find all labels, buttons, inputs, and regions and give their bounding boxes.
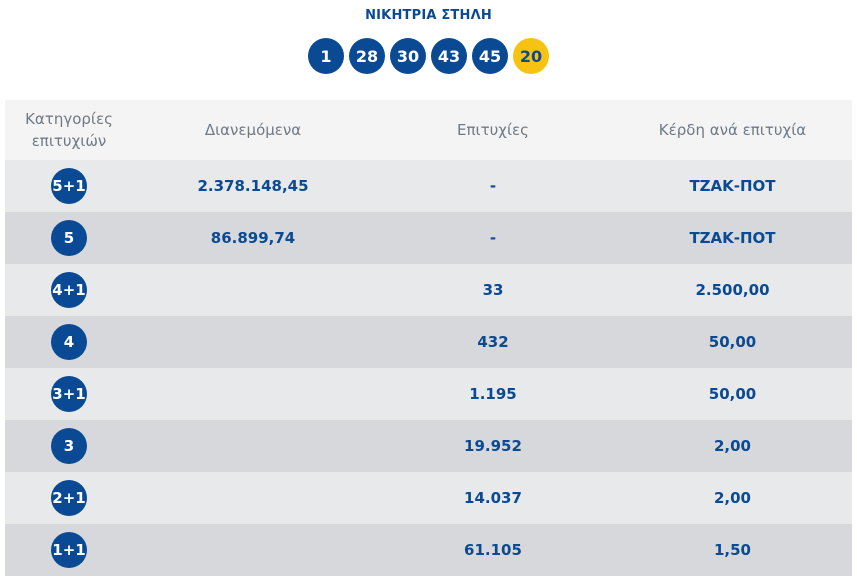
table-row: 5 86.899,74 - ΤΖΑΚ-ΠΟΤ [5,212,852,264]
column-header-categories-line1: Κατηγορίες [25,110,113,128]
distributed-cell: 2.378.148,45 [197,177,309,195]
prize-cell: 2,00 [713,489,751,507]
number-ball: 43 [431,38,467,74]
category-badge: 2+1 [51,480,87,516]
winners-cell: 19.952 [464,437,522,455]
prize-cell: 50,00 [708,333,757,351]
winners-cell: 1.195 [469,385,517,403]
winning-column-title: ΝΙΚΗΤΡΙΑ ΣΤΗΛΗ [365,8,492,23]
category-badge: 5+1 [51,168,87,204]
table-row: 3 19.952 2,00 [5,420,852,472]
table-row: 3+1 1.195 50,00 [5,368,852,420]
prize-cell: 50,00 [708,385,757,403]
winners-cell: 14.037 [464,489,522,507]
prize-cell: 2,00 [713,437,751,455]
winners-cell: - [489,229,497,247]
category-badge: 4+1 [51,272,87,308]
joker-ball: 20 [513,38,549,74]
prize-cell: ΤΖΑΚ-ΠΟΤ [689,229,776,247]
column-header-winners: Επιτυχίες [457,121,529,139]
prize-cell: 1,50 [713,541,751,559]
number-ball: 45 [472,38,508,74]
category-badge: 3+1 [51,376,87,412]
column-header-categories-line2: επιτυχιών [31,132,107,150]
winners-cell: 61.105 [464,541,522,559]
number-ball: 30 [390,38,426,74]
category-badge: 5 [51,220,87,256]
category-badge: 1+1 [51,532,87,568]
winners-cell: 432 [477,333,509,351]
table-row: 2+1 14.037 2,00 [5,472,852,524]
winners-cell: 33 [482,281,504,299]
column-header-prize: Κέρδη ανά επιτυχία [658,121,807,139]
column-header-categories: Κατηγορίες επιτυχιών [5,108,133,152]
prize-cell: ΤΖΑΚ-ΠΟΤ [689,177,776,195]
category-badge: 4 [51,324,87,360]
table-row: 4+1 33 2.500,00 [5,264,852,316]
prize-table: Κατηγορίες επιτυχιών Διανεμόμενα Επιτυχί… [5,100,852,576]
table-header: Κατηγορίες επιτυχιών Διανεμόμενα Επιτυχί… [5,100,852,160]
table-row: 4 432 50,00 [5,316,852,368]
table-row: 1+1 61.105 1,50 [5,524,852,576]
number-ball: 28 [349,38,385,74]
table-row: 5+1 2.378.148,45 - ΤΖΑΚ-ΠΟΤ [5,160,852,212]
prize-cell: 2.500,00 [695,281,770,299]
distributed-cell: 86.899,74 [210,229,296,247]
category-badge: 3 [51,428,87,464]
winners-cell: - [489,177,497,195]
winning-numbers: 1 28 30 43 45 20 [0,38,857,74]
number-ball: 1 [308,38,344,74]
column-header-distributed: Διανεμόμενα [204,121,302,139]
